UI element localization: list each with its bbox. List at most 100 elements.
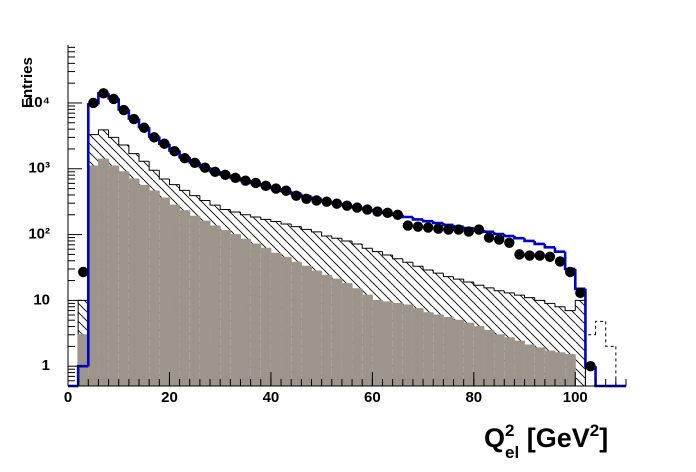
- histogram-step: [239, 212, 251, 216]
- data-point: [199, 162, 211, 173]
- histogram-step: [431, 221, 444, 225]
- histogram-step: [270, 248, 282, 254]
- histogram-step: [118, 166, 129, 173]
- histogram-step: [513, 337, 525, 342]
- filled-bin: [179, 210, 190, 386]
- histogram-step: [534, 344, 545, 349]
- filled-bin: [554, 352, 566, 386]
- histogram-step: [493, 330, 505, 336]
- filled-bin: [494, 334, 505, 386]
- histogram-step: [341, 238, 353, 242]
- filled-bin: [88, 166, 99, 386]
- data-point: [331, 198, 343, 209]
- histogram-step: [148, 161, 160, 171]
- histogram-step: [168, 197, 180, 206]
- histogram-step: [513, 292, 525, 296]
- histogram-step: [473, 323, 484, 328]
- x-axis-title: 2: [505, 421, 514, 440]
- histogram-step: [564, 352, 576, 356]
- histogram-step: [321, 231, 332, 237]
- histogram-step: [482, 229, 495, 234]
- filled-bin: [291, 262, 302, 386]
- data-point: [311, 195, 322, 206]
- data-point: [260, 180, 272, 192]
- x-axis-title: [GeV: [519, 423, 590, 453]
- histogram-step: [179, 205, 190, 212]
- histogram-step: [524, 295, 535, 299]
- hatched-bin: [544, 303, 555, 386]
- histogram-step: [300, 226, 312, 230]
- histogram-step: [392, 254, 403, 260]
- data-point: [149, 132, 160, 143]
- filled-bin: [483, 330, 495, 386]
- histogram-step: [341, 279, 353, 285]
- histogram-step: [422, 308, 434, 314]
- histogram-step: [361, 243, 373, 249]
- histogram-step: [463, 279, 474, 283]
- data-point: [209, 166, 221, 177]
- histogram-step: [138, 153, 150, 162]
- filled-bin: [230, 234, 241, 386]
- data-point: [362, 204, 373, 215]
- data-point: [291, 190, 302, 201]
- data-point: [483, 232, 495, 243]
- histogram-step: [97, 129, 109, 135]
- histogram-step: [209, 221, 221, 227]
- histogram-step: [503, 334, 515, 339]
- filled-bin: [250, 243, 261, 386]
- data-point: [534, 250, 545, 261]
- histogram-step: [432, 312, 444, 316]
- data-point: [433, 223, 444, 234]
- filled-bin: [382, 301, 393, 386]
- histogram-step: [563, 251, 576, 271]
- hatched-bin: [514, 295, 525, 386]
- histogram-step: [209, 200, 221, 206]
- filled-bin: [331, 279, 342, 386]
- filled-bin: [149, 190, 160, 386]
- filled-bin: [433, 314, 444, 386]
- histogram-step: [280, 221, 292, 225]
- data-point: [280, 185, 292, 196]
- data-point: [128, 113, 140, 125]
- histogram-step: [473, 282, 484, 286]
- histogram-step: [442, 314, 454, 318]
- data-point: [565, 266, 576, 278]
- histogram-step: [331, 236, 342, 239]
- filled-bin: [260, 248, 271, 386]
- hatched-bin: [524, 297, 535, 386]
- data-point: [402, 220, 414, 231]
- histogram-step: [382, 300, 393, 303]
- filled-bin: [98, 159, 109, 386]
- histogram-step: [401, 214, 413, 219]
- data-point: [301, 193, 312, 204]
- filled-bin: [210, 225, 221, 386]
- data-point: [138, 122, 150, 133]
- histogram-step: [553, 247, 566, 253]
- data-point: [463, 226, 474, 237]
- filled-bin: [189, 216, 200, 386]
- histogram-step: [280, 253, 292, 258]
- x-axis-title: Q: [484, 423, 505, 453]
- histogram-step: [564, 306, 576, 312]
- filled-bin: [524, 344, 535, 386]
- x-tick-label: 100: [563, 389, 588, 406]
- histogram-step: [108, 129, 119, 138]
- histogram-step: [543, 243, 555, 249]
- histogram-step: [534, 297, 545, 301]
- histogram-step: [432, 269, 444, 274]
- histogram-step: [239, 234, 251, 240]
- histogram-step: [219, 226, 231, 232]
- histogram-step: [422, 266, 434, 271]
- data-point: [270, 183, 282, 194]
- histogram-step: [554, 303, 566, 308]
- histogram-step: [492, 231, 505, 236]
- histogram-step: [412, 305, 424, 310]
- filled-bin: [341, 283, 353, 386]
- histogram-step: [128, 171, 140, 180]
- histogram-step: [502, 234, 515, 238]
- histogram-step: [199, 195, 211, 201]
- histogram-step: [199, 216, 211, 222]
- filled-bin: [544, 351, 555, 386]
- filled-bin: [473, 326, 484, 386]
- filled-bin: [169, 205, 180, 386]
